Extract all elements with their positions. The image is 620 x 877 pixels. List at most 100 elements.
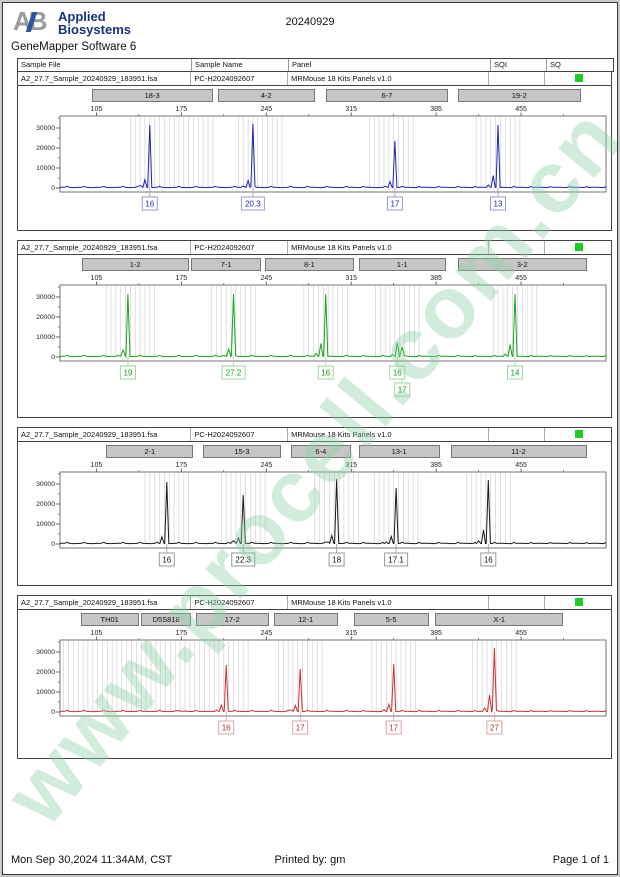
marker-box-3-2: 3-2	[458, 258, 587, 271]
y-tick-label: 10000	[36, 334, 55, 341]
sqi-cell	[488, 241, 544, 254]
x-tick-label: 315	[345, 462, 357, 469]
allele-label-box	[389, 365, 406, 380]
marker-box-1-2: 1-2	[81, 258, 189, 271]
trace-path	[59, 293, 607, 359]
x-axis: 105 175 245 315 385 455	[91, 275, 564, 285]
sample-file-cell: A2_27.7_Sample_20240929_183951.fsa	[21, 243, 158, 252]
sq-quality-indicator	[575, 598, 584, 606]
marker-box-D5S818: D5S818	[141, 613, 191, 626]
sq-quality-indicator	[575, 74, 584, 82]
footer-printed-by: Printed by: gm	[274, 854, 346, 866]
marker-box-18-3: 18-3	[91, 89, 213, 102]
marker-box-2-1: 2-1	[106, 445, 194, 458]
y-tick-label: 10000	[36, 521, 55, 528]
column-panel: Panel	[288, 59, 490, 71]
x-tick-label: 315	[345, 275, 357, 282]
allele-label-box	[141, 196, 158, 211]
plot-frame	[59, 471, 607, 549]
allele-label: 27	[490, 724, 499, 733]
marker-box-6-7: 6-7	[325, 89, 449, 102]
allele-label-box	[394, 382, 411, 397]
sample-file-cell: A2_27.7_Sample_20240929_183951.fsa	[21, 74, 158, 83]
marker-box-4-2: 4-2	[217, 89, 315, 102]
ab-logo-mark: AB	[13, 8, 55, 36]
allele-label: 17	[296, 724, 305, 733]
y-axis: 0 10000 20000 30000	[36, 473, 60, 548]
allele-label: 17	[390, 200, 399, 209]
allele-label-box	[490, 196, 506, 211]
x-axis: 105 175 245 315 385 455	[91, 462, 564, 472]
x-tick-label: 245	[260, 106, 272, 113]
marker-box-19-2: 19-2	[458, 89, 581, 102]
column-sample-name: Sample Name	[191, 59, 288, 71]
allele-label-box	[385, 720, 402, 735]
allele-label-box	[386, 196, 403, 211]
allele-label: 17	[389, 724, 398, 733]
allele-label-box	[231, 552, 256, 567]
y-tick-label: 20000	[36, 501, 55, 508]
y-tick-label: 20000	[36, 145, 55, 152]
allele-label: 16	[321, 369, 330, 378]
allele-label-box	[480, 552, 497, 567]
x-tick-label: 175	[175, 630, 187, 637]
allele-labels: 16 22.3 18 17.1 16	[158, 544, 497, 567]
panel-3: A2_27.7_Sample_20240929_183951.fsa PC-H20…	[17, 427, 612, 586]
marker-box-15-3: 15-3	[203, 445, 281, 458]
x-tick-label: 175	[175, 275, 187, 282]
x-tick-label: 385	[430, 106, 442, 113]
sample-name-cell: PC-H2024092607	[190, 596, 287, 609]
marker-box-11-2: 11-2	[450, 445, 587, 458]
brand-line1: Applied	[58, 9, 106, 24]
y-tick-label: 30000	[36, 481, 55, 488]
allele-label: 14	[511, 369, 520, 378]
electropherogram-panels: A2_27.7_Sample_20240929_183951.fsa PC-H20…	[17, 71, 612, 768]
sqi-cell	[488, 428, 544, 441]
x-tick-label: 455	[515, 630, 527, 637]
electropherogram-plot: 105 175 245 315 385 455 0 10000 20000 30000 16 17 17…	[36, 630, 607, 735]
x-tick-label: 105	[91, 630, 103, 637]
sq-cell	[544, 428, 611, 441]
bin-lines	[63, 641, 517, 712]
sample-info-row: A2_27.7_Sample_20240929_183951.fsa PC-H20…	[18, 72, 611, 86]
x-tick-label: 455	[515, 462, 527, 469]
y-axis: 0 10000 20000 30000	[36, 641, 60, 716]
allele-label: 16	[393, 369, 402, 378]
y-tick-label: 0	[51, 541, 55, 548]
panel-name-cell: MRMouse 18 Kits Panels v1.0	[287, 72, 488, 85]
trace-path	[59, 647, 607, 714]
sample-info-row: A2_27.7_Sample_20240929_183951.fsa PC-H20…	[18, 428, 611, 442]
y-tick-label: 30000	[36, 125, 55, 132]
y-tick-label: 0	[51, 709, 55, 716]
electropherogram-plot: 105 175 245 315 385 455 0 10000 20000 30000 16 22.3…	[36, 462, 607, 567]
allele-labels: 19 27.2 16 16 17 14	[119, 357, 523, 397]
panel-name-cell: MRMouse 18 Kits Panels v1.0	[287, 428, 488, 441]
column-sqi: SQI	[490, 59, 546, 71]
allele-label: 19	[123, 369, 132, 378]
allele-labels: 16 17 17 27	[218, 712, 503, 735]
x-tick-label: 245	[260, 462, 272, 469]
allele-label-box	[486, 720, 503, 735]
electropherogram-plot: 105 175 245 315 385 455 0 10000 20000 30000 16 20.3…	[36, 106, 607, 211]
sample-name-cell: PC-H2024092607	[190, 428, 287, 441]
x-tick-label: 175	[175, 462, 187, 469]
table-header-row: Sample File Sample Name Panel SQI SQ	[17, 58, 614, 72]
marker-row: 18-3 4-2 6-7 19-2	[18, 88, 611, 104]
sample-name-cell: PC-H2024092607	[190, 72, 287, 85]
allele-label: 17.1	[388, 556, 404, 565]
allele-label-box	[240, 196, 265, 211]
panel-2: A2_27.7_Sample_20240929_183951.fsa PC-H20…	[17, 240, 612, 418]
sqi-cell	[488, 72, 544, 85]
x-axis: 105 175 245 315 385 455	[91, 106, 564, 116]
marker-box-1-1: 1-1	[358, 258, 446, 271]
sample-file-cell: A2_27.7_Sample_20240929_183951.fsa	[21, 598, 158, 607]
sq-quality-indicator	[575, 430, 584, 438]
x-tick-label: 105	[91, 462, 103, 469]
allele-label: 17	[398, 386, 407, 395]
sq-cell	[544, 596, 611, 609]
marker-box-X-1: X-1	[434, 613, 564, 626]
x-tick-label: 455	[515, 106, 527, 113]
panel-4: A2_27.7_Sample_20240929_183951.fsa PC-H20…	[17, 595, 612, 759]
x-tick-label: 455	[515, 275, 527, 282]
